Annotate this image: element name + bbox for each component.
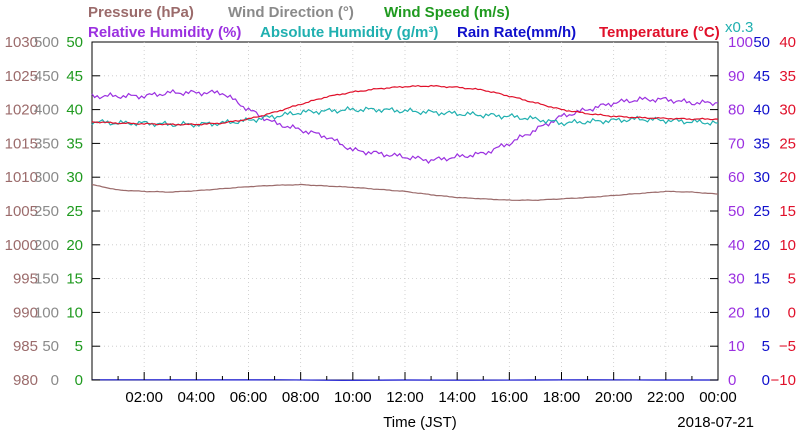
- left-tick-label-wind_speed: 30: [66, 169, 83, 186]
- left-tick-label-wind_speed: 40: [66, 102, 83, 119]
- series-line-4: [91, 84, 719, 126]
- left-tick-label-wind_speed: 25: [66, 203, 83, 220]
- left-tick-label-wind_speed: 20: [66, 237, 83, 254]
- legend-item-row1: Pressure (hPa): [88, 4, 194, 21]
- right-tick-label-humidity: 80: [728, 102, 745, 119]
- right-tick-label-temperature: 40: [779, 34, 796, 51]
- right-tick-label-temperature: −5: [779, 338, 796, 355]
- left-tick-label-pressure: 1020: [5, 102, 38, 119]
- right-tick-label-humidity: 90: [728, 68, 745, 85]
- grid: [92, 42, 718, 380]
- scale-note: x0.3: [725, 19, 753, 36]
- right-tick-label-temperature: 10: [779, 237, 796, 254]
- left-tick-label-wind_direction: 200: [34, 237, 59, 254]
- right-tick-label-rain_rate: 35: [753, 135, 770, 152]
- left-tick-label-wind_direction: 100: [34, 304, 59, 321]
- right-tick-label-temperature: 20: [779, 169, 796, 186]
- left-tick-label-pressure: 1005: [5, 203, 38, 220]
- x-tick-label: 22:00: [647, 389, 685, 406]
- left-tick-label-wind_direction: 50: [42, 338, 59, 355]
- legend: Pressure (hPa) Wind Direction (°) Wind Spe…: [88, 4, 753, 41]
- left-tick-label-wind_direction: 500: [34, 34, 59, 51]
- right-tick-label-temperature: 15: [779, 203, 796, 220]
- right-tick-label-temperature: 0: [788, 304, 796, 321]
- right-tick-label-humidity: 70: [728, 135, 745, 152]
- left-tick-label-pressure: 1025: [5, 68, 38, 85]
- left-tick-label-pressure: 1030: [5, 34, 38, 51]
- legend-item-row2: Temperature (°C): [599, 24, 720, 41]
- left-tick-label-wind_speed: 0: [75, 372, 83, 389]
- right-tick-label-humidity: 30: [728, 271, 745, 288]
- right-tick-label-humidity: 40: [728, 237, 745, 254]
- left-tick-label-pressure: 990: [13, 304, 38, 321]
- x-tick-label: 16:00: [491, 389, 529, 406]
- chart-date: 2018-07-21: [677, 414, 754, 431]
- left-tick-label-wind_speed: 5: [75, 338, 83, 355]
- left-tick-label-pressure: 1000: [5, 237, 38, 254]
- right-tick-label-humidity: 10: [728, 338, 745, 355]
- series-line-1: [91, 88, 718, 164]
- right-tick-label-rain_rate: 15: [753, 271, 770, 288]
- right-tick-label-humidity: 0: [728, 372, 736, 389]
- left-tick-label-wind_direction: 250: [34, 203, 59, 220]
- right-tick-label-humidity: 60: [728, 169, 745, 186]
- right-tick-label-rain_rate: 40: [753, 102, 770, 119]
- legend-item-row2: Rain Rate(mm/h): [457, 24, 576, 41]
- right-axes: 0102030405060708090100051015202530354045…: [728, 34, 796, 389]
- x-tick-label: 10:00: [334, 389, 372, 406]
- legend-item-row1: Wind Speed (m/s): [384, 4, 510, 21]
- left-tick-label-wind_direction: 150: [34, 271, 59, 288]
- x-axis: 02:00 04:00 06:00 08:00 10:00 12:00 14:00 16:00…: [117, 372, 737, 406]
- left-tick-label-wind_direction: 350: [34, 135, 59, 152]
- x-tick-label: 18:00: [543, 389, 581, 406]
- x-tick-label: 08:00: [282, 389, 320, 406]
- right-tick-label-rain_rate: 50: [753, 34, 770, 51]
- right-tick-label-rain_rate: 25: [753, 203, 770, 220]
- left-axes: 9809859909951000100510101015102010251030…: [5, 34, 718, 389]
- right-tick-label-rain_rate: 30: [753, 169, 770, 186]
- right-tick-label-rain_rate: 45: [753, 68, 770, 85]
- left-tick-label-pressure: 980: [13, 372, 38, 389]
- right-tick-label-temperature: 35: [779, 68, 796, 85]
- x-tick-label: 02:00: [125, 389, 163, 406]
- legend-item-row1: Wind Direction (°): [228, 4, 354, 21]
- left-tick-label-pressure: 1010: [5, 169, 38, 186]
- left-tick-label-wind_direction: 400: [34, 102, 59, 119]
- legend-item-row2: Relative Humidity (%): [88, 24, 241, 41]
- left-tick-label-wind_speed: 35: [66, 135, 83, 152]
- right-tick-label-temperature: 30: [779, 102, 796, 119]
- right-tick-label-rain_rate: 5: [762, 338, 770, 355]
- right-tick-label-temperature: 5: [788, 271, 796, 288]
- left-tick-label-wind_direction: 0: [51, 372, 59, 389]
- series-line-0: [91, 183, 719, 202]
- right-tick-label-rain_rate: 20: [753, 237, 770, 254]
- left-tick-label-wind_speed: 15: [66, 271, 83, 288]
- x-tick-label: 20:00: [595, 389, 633, 406]
- right-tick-label-humidity: 20: [728, 304, 745, 321]
- x-tick-label: 04:00: [178, 389, 216, 406]
- left-tick-label-wind_speed: 50: [66, 34, 83, 51]
- left-tick-label-wind_direction: 450: [34, 68, 59, 85]
- right-tick-label-humidity: 50: [728, 203, 745, 220]
- x-tick-label: 06:00: [230, 389, 268, 406]
- right-tick-label-humidity: 100: [728, 34, 753, 51]
- left-tick-label-wind_speed: 10: [66, 304, 83, 321]
- right-tick-label-rain_rate: 10: [753, 304, 770, 321]
- left-tick-label-pressure: 1015: [5, 135, 38, 152]
- x-tick-label: 12:00: [386, 389, 424, 406]
- right-tick-label-temperature: 25: [779, 135, 796, 152]
- left-tick-label-wind_direction: 300: [34, 169, 59, 186]
- x-axis-label: Time (JST): [383, 414, 457, 431]
- left-tick-label-pressure: 985: [13, 338, 38, 355]
- right-tick-label-rain_rate: 0: [762, 372, 770, 389]
- x-tick-label: 00:00: [699, 389, 737, 406]
- left-tick-label-pressure: 995: [13, 271, 38, 288]
- legend-item-row2: Absolute Humidity (g/m³): [260, 24, 438, 41]
- x-tick-label: 14:00: [438, 389, 476, 406]
- left-tick-label-wind_speed: 45: [66, 68, 83, 85]
- right-tick-label-temperature: −10: [771, 372, 796, 389]
